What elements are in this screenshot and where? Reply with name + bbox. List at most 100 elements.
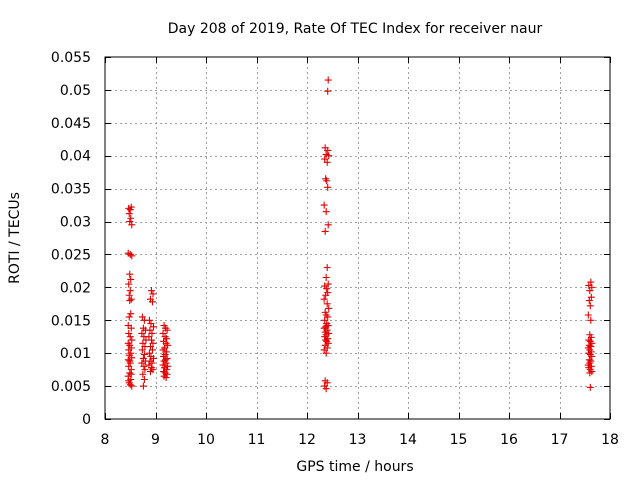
y-tick-label: 0.045 xyxy=(51,116,91,132)
y-tick-label: 0.035 xyxy=(51,182,91,198)
data-point xyxy=(140,362,148,370)
data-point xyxy=(145,349,153,357)
data-point xyxy=(147,336,155,344)
x-tick-label: 8 xyxy=(101,432,110,448)
data-point xyxy=(325,304,333,312)
data-point xyxy=(148,346,156,354)
data-point xyxy=(125,313,133,321)
data-point xyxy=(324,183,332,191)
data-point xyxy=(146,368,154,376)
data-point xyxy=(587,316,595,324)
tick-marks xyxy=(105,57,611,420)
data-point xyxy=(325,152,333,160)
data-point xyxy=(586,287,594,295)
data-point xyxy=(127,370,135,378)
data-point xyxy=(127,275,135,283)
data-point xyxy=(162,374,170,382)
data-point xyxy=(322,291,330,299)
data-point xyxy=(126,333,134,341)
data-point xyxy=(586,383,594,391)
data-point xyxy=(322,208,330,216)
data-point xyxy=(126,218,134,226)
x-tick-label: 11 xyxy=(248,432,266,448)
y-tick-label: 0.025 xyxy=(51,247,91,263)
data-point xyxy=(147,287,155,295)
data-point xyxy=(141,366,149,374)
data-point xyxy=(127,295,135,303)
data-point xyxy=(320,201,328,209)
y-tick-label: 0.01 xyxy=(60,346,91,362)
data-point xyxy=(148,329,156,337)
y-tick-label: 0.005 xyxy=(51,379,91,395)
y-tick-label: 0.04 xyxy=(60,149,91,165)
data-point xyxy=(163,326,171,334)
grid-lines xyxy=(105,57,610,419)
data-point xyxy=(127,203,135,211)
x-tick-label: 17 xyxy=(551,432,569,448)
x-tick-labels: 8 9 10 11 12 13 14 15 16 17 18 xyxy=(101,432,619,448)
x-tick-label: 18 xyxy=(601,432,619,448)
data-point xyxy=(586,369,594,377)
data-point xyxy=(126,369,134,377)
data-point xyxy=(324,221,332,229)
data-point xyxy=(585,349,593,357)
data-point xyxy=(586,302,594,310)
chart-title: Day 208 of 2019, Rate Of TEC Index for r… xyxy=(168,21,543,37)
data-point xyxy=(128,382,136,390)
data-point xyxy=(321,227,329,235)
data-point xyxy=(126,270,134,278)
data-point xyxy=(320,295,328,303)
data-point xyxy=(323,300,331,308)
data-point xyxy=(126,287,134,295)
data-point xyxy=(323,264,331,272)
data-point xyxy=(127,214,135,222)
x-tick-label: 16 xyxy=(500,432,518,448)
y-tick-label: 0.05 xyxy=(60,83,91,99)
y-axis-label: ROTI / TECUs xyxy=(7,192,23,284)
data-point xyxy=(140,376,148,384)
data-point xyxy=(164,362,172,370)
data-point xyxy=(125,329,133,337)
data-point xyxy=(149,290,157,298)
x-axis-label: GPS time / hours xyxy=(296,459,413,475)
data-point xyxy=(322,273,330,281)
data-point xyxy=(323,158,331,166)
data-point xyxy=(159,346,167,354)
x-tick-label: 15 xyxy=(450,432,468,448)
y-tick-labels: 0 0.005 0.01 0.015 0.02 0.025 0.03 0.035 0.04 0.0… xyxy=(51,50,91,428)
data-point xyxy=(323,177,331,185)
data-point xyxy=(128,252,136,260)
data-points xyxy=(124,76,596,393)
data-point xyxy=(126,381,134,389)
data-point xyxy=(324,76,332,84)
x-tick-label: 14 xyxy=(399,432,417,448)
data-point xyxy=(324,313,332,321)
data-point xyxy=(324,87,332,95)
data-point xyxy=(125,377,133,385)
x-tick-label: 12 xyxy=(298,432,316,448)
data-point xyxy=(584,311,592,319)
data-point xyxy=(140,350,148,358)
data-point xyxy=(149,354,157,362)
data-point xyxy=(139,382,147,390)
data-point xyxy=(139,370,147,378)
data-point xyxy=(127,310,135,318)
data-point xyxy=(323,285,331,293)
y-tick-label: 0 xyxy=(82,412,91,428)
data-point xyxy=(145,316,153,324)
data-point xyxy=(125,210,133,218)
data-point xyxy=(127,324,135,332)
data-point xyxy=(322,349,330,357)
x-tick-label: 9 xyxy=(151,432,160,448)
data-point xyxy=(138,346,146,354)
y-tick-label: 0.03 xyxy=(60,215,91,231)
data-point xyxy=(149,323,157,331)
data-point xyxy=(125,280,133,288)
data-point xyxy=(126,297,134,305)
plot-frame xyxy=(104,56,611,420)
y-tick-label: 0.055 xyxy=(51,50,91,66)
y-tick-label: 0.02 xyxy=(60,280,91,296)
data-point xyxy=(126,250,134,258)
y-tick-label: 0.015 xyxy=(51,313,91,329)
